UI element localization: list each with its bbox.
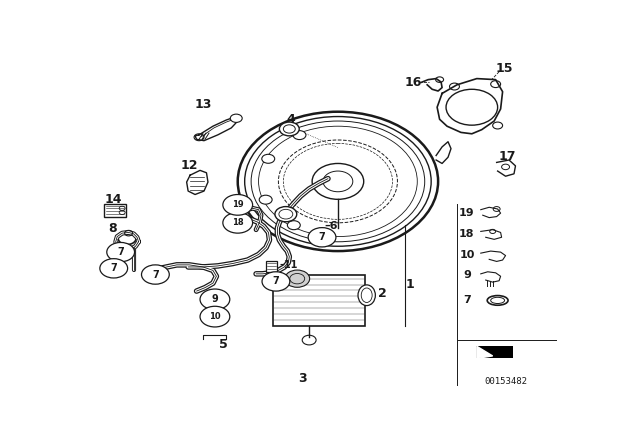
Text: 14: 14: [105, 193, 122, 206]
Text: 00153482: 00153482: [484, 377, 527, 386]
Text: 12: 12: [180, 159, 198, 172]
Text: 7: 7: [152, 270, 159, 280]
Text: 18: 18: [232, 218, 244, 227]
Circle shape: [141, 265, 169, 284]
Circle shape: [223, 194, 253, 215]
Text: 2: 2: [378, 287, 387, 300]
FancyBboxPatch shape: [266, 261, 277, 272]
Circle shape: [200, 306, 230, 327]
Text: 18: 18: [459, 229, 475, 239]
Text: 1: 1: [406, 278, 414, 291]
Ellipse shape: [358, 285, 376, 306]
Text: 3: 3: [298, 371, 307, 384]
Ellipse shape: [487, 296, 508, 305]
Text: 19: 19: [459, 208, 475, 218]
Text: 8: 8: [108, 223, 116, 236]
Circle shape: [287, 221, 300, 230]
Text: –6: –6: [324, 220, 337, 231]
Text: 10: 10: [459, 250, 475, 259]
Circle shape: [259, 195, 272, 204]
Circle shape: [100, 258, 127, 278]
Text: 13: 13: [195, 98, 212, 111]
FancyBboxPatch shape: [273, 275, 365, 326]
Circle shape: [262, 272, 290, 291]
Circle shape: [293, 131, 306, 140]
Text: 17: 17: [499, 150, 516, 163]
Text: 7: 7: [273, 276, 279, 286]
FancyBboxPatch shape: [476, 346, 513, 358]
Circle shape: [230, 114, 242, 122]
Text: 15: 15: [495, 62, 513, 75]
FancyBboxPatch shape: [104, 204, 126, 217]
Text: 7: 7: [319, 232, 325, 242]
Text: 9: 9: [212, 294, 218, 304]
Text: –11: –11: [280, 260, 298, 270]
Text: 16: 16: [404, 76, 422, 89]
Text: 7: 7: [117, 247, 124, 257]
Circle shape: [308, 228, 336, 247]
Circle shape: [280, 122, 300, 136]
Circle shape: [275, 207, 297, 222]
Text: 4: 4: [287, 113, 295, 126]
Text: 7: 7: [110, 263, 117, 273]
Circle shape: [262, 154, 275, 163]
Text: 19: 19: [232, 200, 244, 209]
Circle shape: [285, 270, 310, 287]
Text: 7: 7: [463, 295, 471, 306]
Text: 9: 9: [463, 270, 471, 280]
Circle shape: [200, 289, 230, 310]
Circle shape: [223, 212, 253, 233]
Circle shape: [107, 242, 134, 262]
Polygon shape: [477, 346, 493, 358]
Text: 5: 5: [220, 338, 228, 351]
Text: 10: 10: [209, 312, 221, 321]
